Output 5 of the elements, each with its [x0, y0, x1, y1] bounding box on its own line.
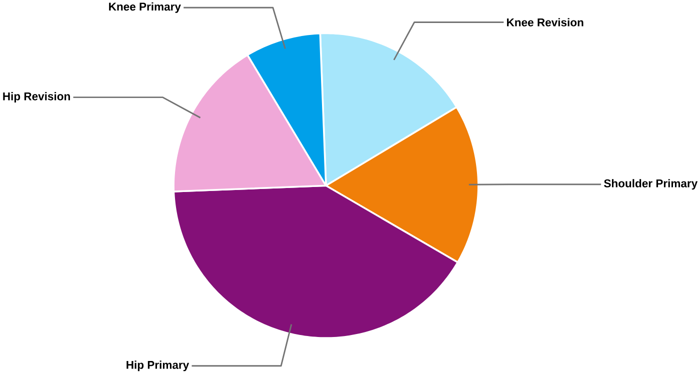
slice-label: Hip Primary — [126, 360, 190, 372]
slice-label: Hip Revision — [3, 92, 70, 103]
slice-label: Knee Revision — [507, 18, 584, 27]
slice-label: Shoulder Primary — [604, 179, 698, 190]
slice-label: Knee Primary — [109, 2, 181, 14]
